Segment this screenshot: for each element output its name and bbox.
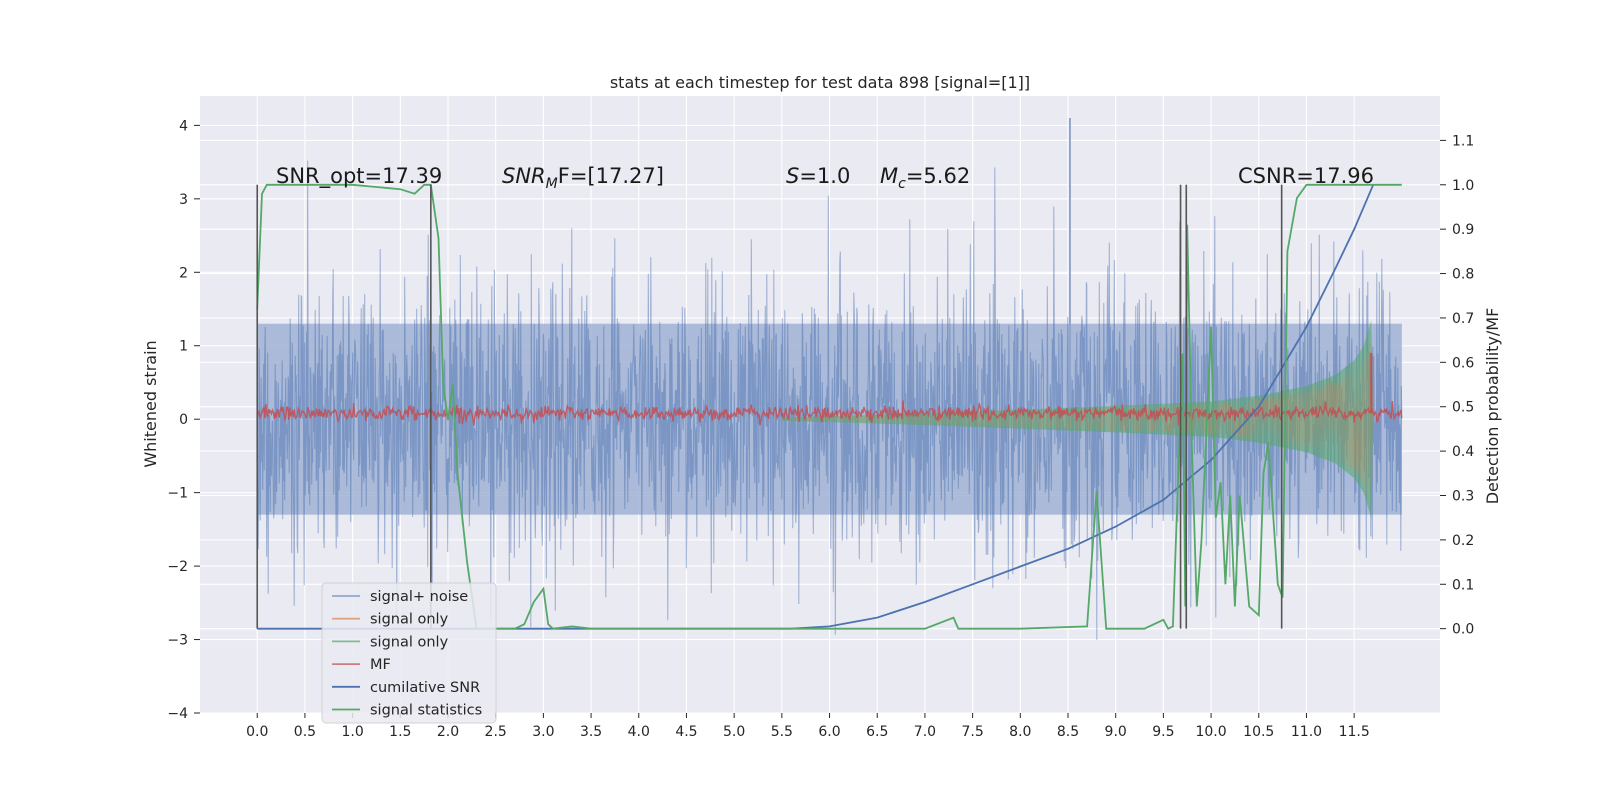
x-tick-label: 4.5 <box>675 724 697 740</box>
y-tick-label: −1 <box>167 486 188 502</box>
x-tick-label: 0.0 <box>246 724 268 740</box>
y-axis-label: Whitened strain <box>141 340 160 467</box>
x-tick-label: 0.5 <box>294 724 316 740</box>
x-tick-label: 2.0 <box>437 724 459 740</box>
legend-label: signal statistics <box>370 703 482 719</box>
x-tick-label: 10.0 <box>1195 724 1226 740</box>
y2-tick-label: 0.2 <box>1452 533 1474 549</box>
y2-tick-label: 1.1 <box>1452 133 1474 149</box>
annotation-s: S=1.0 <box>786 164 850 188</box>
x-tick-label: 4.0 <box>628 724 650 740</box>
x-tick-label: 5.0 <box>723 724 745 740</box>
y-tick-label: 4 <box>179 118 188 134</box>
y2-tick-label: 0.7 <box>1452 311 1474 327</box>
x-tick-label: 11.0 <box>1291 724 1322 740</box>
legend-label: MF <box>370 657 391 673</box>
y-tick-label: 1 <box>179 339 188 355</box>
series-signal-only-chirp <box>781 320 1374 519</box>
x-tick-label: 3.0 <box>532 724 554 740</box>
annotation-mc: Mc=5.62 <box>880 164 970 192</box>
y2-tick-label: 0.8 <box>1452 267 1474 283</box>
annotation-s-rest: =1.0 <box>799 164 850 188</box>
chirp-oscillation <box>781 345 1374 504</box>
x-tick-label: 11.5 <box>1339 724 1370 740</box>
x-tick-label: 5.5 <box>771 724 793 740</box>
legend-box <box>321 582 497 724</box>
x-tick-label: 7.0 <box>914 724 936 740</box>
x-tick-label: 7.5 <box>961 724 983 740</box>
y2-tick-label: 0.0 <box>1452 622 1474 638</box>
vertical-markers <box>256 184 1283 629</box>
y2-tick-label: 0.1 <box>1452 577 1474 593</box>
x-tick-label: 6.5 <box>866 724 888 740</box>
annotation-csnr: CSNR=17.96 <box>1238 164 1374 188</box>
annotation-snr-mf: SNRMF=[17.27] <box>502 164 664 192</box>
y2-axis-label: Detection probability/MF <box>1483 308 1502 505</box>
legend: signal+ noise signal only signal only MF cum… <box>321 582 497 724</box>
x-tick-label: 8.0 <box>1009 724 1031 740</box>
chart-title: stats at each timestep for test data 898… <box>610 73 1030 92</box>
annotation-mc-italic: M <box>880 164 898 188</box>
legend-label: signal+ noise <box>370 589 468 605</box>
y-tick-label: 0 <box>179 412 188 428</box>
x-tick-label: 6.0 <box>818 724 840 740</box>
y-tick-label: 2 <box>179 265 188 281</box>
y-tick-label: 3 <box>179 192 188 208</box>
annotation-mc-rest: =5.62 <box>906 164 970 188</box>
x-tick-label: 1.0 <box>341 724 363 740</box>
axes: 0.0 0.5 1.0 1.5 2.0 2.5 3.0 3.5 4.0 4.5 5.0 5.5 6.0 6… <box>167 118 1474 740</box>
y2-tick-label: 1.0 <box>1452 178 1474 194</box>
x-tick-label: 1.5 <box>389 724 411 740</box>
y2-tick-label: 0.5 <box>1452 400 1474 416</box>
x-tick-label: 9.5 <box>1152 724 1174 740</box>
y-tick-label: −2 <box>167 559 188 575</box>
y-tick-label: −3 <box>167 633 188 649</box>
x-tick-label: 2.5 <box>485 724 507 740</box>
noise-line <box>256 160 1403 640</box>
annotation-snr-mf-main: SNR <box>502 164 546 188</box>
y-tick-label: −4 <box>167 706 188 722</box>
signal-statistics-line <box>256 183 1402 630</box>
x-tick-label: 8.5 <box>1057 724 1079 740</box>
x-tick-label: 9.0 <box>1105 724 1127 740</box>
annotation-mc-sub: c <box>898 176 906 192</box>
cumulative-snr-line <box>257 184 1375 630</box>
series-right-axis <box>256 183 1402 630</box>
x-tick-label: 10.5 <box>1243 724 1274 740</box>
annotation-s-italic: S <box>786 164 799 188</box>
y2-tick-label: 0.4 <box>1452 444 1474 460</box>
annotation-snr-opt: SNR_opt=17.39 <box>276 164 442 189</box>
annotation-snr-mf-rest: F=[17.27] <box>558 164 664 188</box>
legend-label: signal only <box>370 612 449 628</box>
legend-label: signal only <box>370 634 449 650</box>
y2-tick-label: 0.9 <box>1452 222 1474 238</box>
y2-tick-label: 0.3 <box>1452 488 1474 504</box>
y2-tick-label: 0.6 <box>1452 355 1474 371</box>
x-tick-label: 3.5 <box>580 724 602 740</box>
chirp-envelope <box>781 320 1374 519</box>
legend-label: cumilative SNR <box>370 680 480 696</box>
annotation-snr-mf-sub: M <box>546 176 558 192</box>
